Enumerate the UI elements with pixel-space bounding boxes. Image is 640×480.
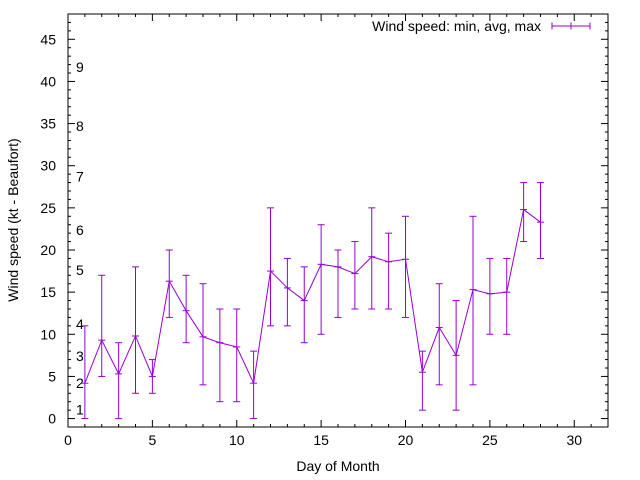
beaufort-annotations: 1 2 3 4 5 6 7 8 9 <box>76 59 84 417</box>
y-axis-title: Wind speed (kt - Beaufort) <box>5 138 21 301</box>
plot-border <box>67 13 609 428</box>
y-tick-label: 40 <box>40 73 56 89</box>
y-tick-label: 10 <box>40 326 56 342</box>
series-line-wind-speed <box>84 208 541 385</box>
error-bar <box>250 350 258 420</box>
y-tick-label: 25 <box>40 200 56 216</box>
error-bar <box>267 207 274 327</box>
error-bar <box>334 249 342 318</box>
beaufort-label: 1 <box>76 401 84 417</box>
beaufort-label: 8 <box>76 118 84 134</box>
y-tick-label: 0 <box>48 411 56 427</box>
error-bar <box>233 308 241 403</box>
legend: Wind speed: min, avg, max <box>372 18 591 34</box>
x-tick-label: 0 <box>64 432 72 448</box>
x-tick-label: 15 <box>313 432 329 448</box>
error-bar <box>115 342 123 420</box>
error-bar <box>132 266 139 394</box>
error-bar <box>418 350 426 411</box>
error-bar <box>199 283 207 386</box>
y-tick-label: 45 <box>40 31 56 47</box>
error-bar <box>385 232 393 310</box>
beaufort-label: 9 <box>76 59 84 75</box>
error-bar <box>537 182 544 259</box>
y-tick-label: 30 <box>40 158 56 174</box>
x-tick-label: 20 <box>398 432 414 448</box>
error-bar <box>368 207 376 310</box>
beaufort-label: 5 <box>76 262 84 278</box>
error-bar <box>283 257 291 327</box>
x-tick-label: 25 <box>482 432 498 448</box>
error-bar <box>402 215 409 318</box>
error-bar <box>182 274 190 344</box>
error-bar <box>216 308 224 403</box>
error-bar <box>520 182 528 243</box>
x-tick-label: 30 <box>566 432 582 448</box>
x-tick-label: 5 <box>148 432 156 448</box>
error-bar <box>317 224 325 335</box>
error-bar <box>351 241 359 310</box>
error-bars <box>81 182 544 420</box>
tick-marks <box>67 14 609 427</box>
y-tick-label: 20 <box>40 242 56 258</box>
beaufort-label: 7 <box>76 169 84 185</box>
y-tick-label: 5 <box>48 368 56 384</box>
beaufort-label: 6 <box>76 222 84 238</box>
error-bar <box>503 257 511 335</box>
y-tick-label: 35 <box>40 116 56 132</box>
error-bar <box>300 266 308 344</box>
legend-label: Wind speed: min, avg, max <box>372 18 541 34</box>
error-bar <box>98 274 106 377</box>
legend-sample <box>551 22 591 30</box>
beaufort-label: 4 <box>76 316 84 332</box>
error-bar <box>486 257 494 335</box>
beaufort-label: 2 <box>76 375 84 391</box>
beaufort-label: 3 <box>76 348 84 364</box>
x-tick-label: 10 <box>229 432 245 448</box>
y-tick-label: 15 <box>40 284 56 300</box>
x-axis-title: Day of Month <box>296 458 379 474</box>
